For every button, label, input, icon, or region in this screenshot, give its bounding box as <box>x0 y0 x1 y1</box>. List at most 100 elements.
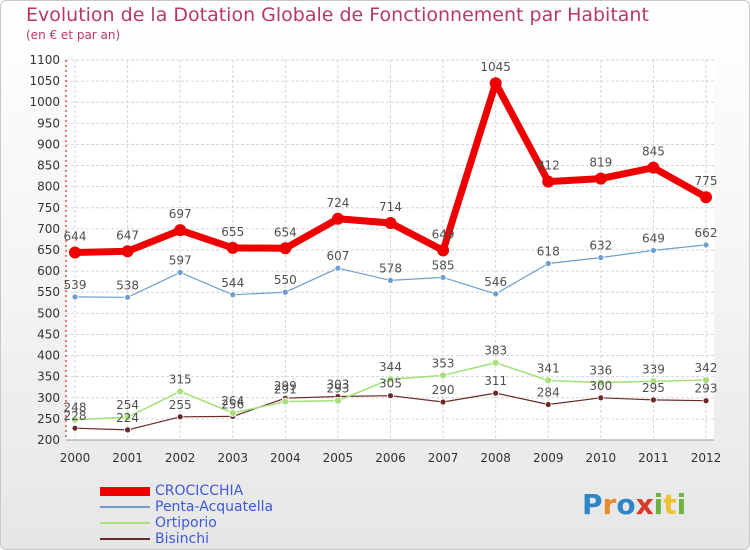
x-tick-label: 2009 <box>533 451 564 465</box>
data-label: 662 <box>695 226 718 240</box>
data-label: 654 <box>274 225 297 239</box>
data-label: 342 <box>695 361 718 375</box>
y-tick-label: 650 <box>37 243 60 257</box>
y-tick-label: 200 <box>37 433 60 447</box>
legend-swatch <box>100 506 150 508</box>
y-tick-label: 350 <box>37 370 60 384</box>
data-point <box>331 212 344 225</box>
data-point <box>702 241 710 249</box>
data-point <box>542 175 555 188</box>
data-label: 293 <box>326 382 349 396</box>
data-point <box>176 413 184 421</box>
data-point <box>597 254 605 262</box>
data-label: 539 <box>64 278 87 292</box>
y-tick-label: 700 <box>37 222 60 236</box>
data-point <box>702 376 710 384</box>
data-label: 550 <box>274 273 297 287</box>
data-label: 819 <box>589 156 612 170</box>
y-tick-label: 850 <box>37 159 60 173</box>
data-label: 341 <box>537 361 560 375</box>
data-label: 290 <box>432 383 455 397</box>
data-point <box>544 260 552 267</box>
data-point <box>226 241 239 254</box>
x-tick-label: 2007 <box>428 451 459 465</box>
x-tick-label: 2011 <box>638 451 669 465</box>
data-point <box>647 161 660 174</box>
data-point <box>228 409 237 417</box>
data-point <box>71 293 79 301</box>
x-tick-label: 2001 <box>112 451 143 465</box>
logo-letter: i <box>676 488 687 521</box>
data-point <box>492 290 500 298</box>
data-label: 299 <box>274 379 297 393</box>
x-tick-label: 2012 <box>691 451 722 465</box>
data-point <box>334 264 342 272</box>
legend-swatch <box>100 538 150 540</box>
data-label: 336 <box>589 364 612 378</box>
y-tick-label: 950 <box>37 116 60 130</box>
data-label: 383 <box>484 344 507 358</box>
data-label: 632 <box>589 239 612 253</box>
data-point <box>386 375 395 384</box>
data-label: 597 <box>169 253 192 267</box>
data-label: 538 <box>116 278 139 292</box>
data-point <box>594 172 607 185</box>
x-tick-label: 2006 <box>375 451 406 465</box>
y-tick-label: 400 <box>37 349 60 363</box>
data-point <box>281 397 290 406</box>
data-point <box>121 245 134 258</box>
data-point <box>174 224 187 237</box>
data-point <box>123 413 132 422</box>
legend-label: Bisinchi <box>155 531 210 547</box>
data-label: 300 <box>589 379 612 393</box>
axes: 200 250 300 350 400 450 500 550 600 650 700 750 800 8… <box>29 53 721 465</box>
data-label: 315 <box>169 372 192 386</box>
data-point <box>334 396 342 405</box>
y-tick-label: 900 <box>37 137 60 151</box>
data-label: 284 <box>537 386 560 400</box>
logo-letter: r <box>602 488 617 521</box>
data-label: 544 <box>221 276 244 290</box>
data-label: 228 <box>64 409 87 423</box>
data-point <box>439 274 447 281</box>
legend-swatch <box>100 522 150 524</box>
y-tick-label: 250 <box>37 412 60 426</box>
logo-letter: P <box>582 488 603 521</box>
data-label: 256 <box>221 397 244 411</box>
legend-swatch <box>100 486 150 496</box>
data-point <box>596 378 605 387</box>
data-point <box>700 191 712 204</box>
data-point <box>702 397 710 405</box>
data-label: 585 <box>432 258 455 272</box>
logo-letter: x <box>635 488 654 521</box>
data-labels: 644 647 697 655 654 724 714 649 1045 812 819 845 775… <box>64 60 718 425</box>
y-tick-label: 550 <box>37 285 60 299</box>
y-tick-label: 1000 <box>29 95 60 109</box>
data-point <box>387 276 394 284</box>
data-point <box>650 247 657 254</box>
y-tick-label: 450 <box>37 327 60 341</box>
x-tick-label: 2000 <box>60 451 91 465</box>
y-tick-label: 600 <box>37 264 60 278</box>
x-tick-label: 2005 <box>323 451 354 465</box>
data-label: 224 <box>116 411 139 425</box>
data-label: 812 <box>537 159 560 173</box>
y-tick-label: 1050 <box>29 74 60 88</box>
x-tick-label: 2002 <box>165 451 196 465</box>
data-point <box>69 246 81 259</box>
data-label: 353 <box>432 356 455 370</box>
data-label: 254 <box>116 398 139 412</box>
x-tick-label: 2008 <box>480 451 511 465</box>
data-label: 607 <box>326 249 349 263</box>
x-tick-label: 2003 <box>217 451 248 465</box>
data-point <box>124 426 131 434</box>
data-point <box>124 293 131 301</box>
data-label: 775 <box>695 174 718 188</box>
data-point <box>71 424 79 432</box>
logo-letter: t <box>663 488 677 521</box>
legend-label: Ortiporio <box>155 515 217 531</box>
data-label: 649 <box>432 227 455 241</box>
y-tick-label: 300 <box>37 391 60 405</box>
logo-letter: i <box>653 488 664 521</box>
data-point <box>544 401 552 408</box>
